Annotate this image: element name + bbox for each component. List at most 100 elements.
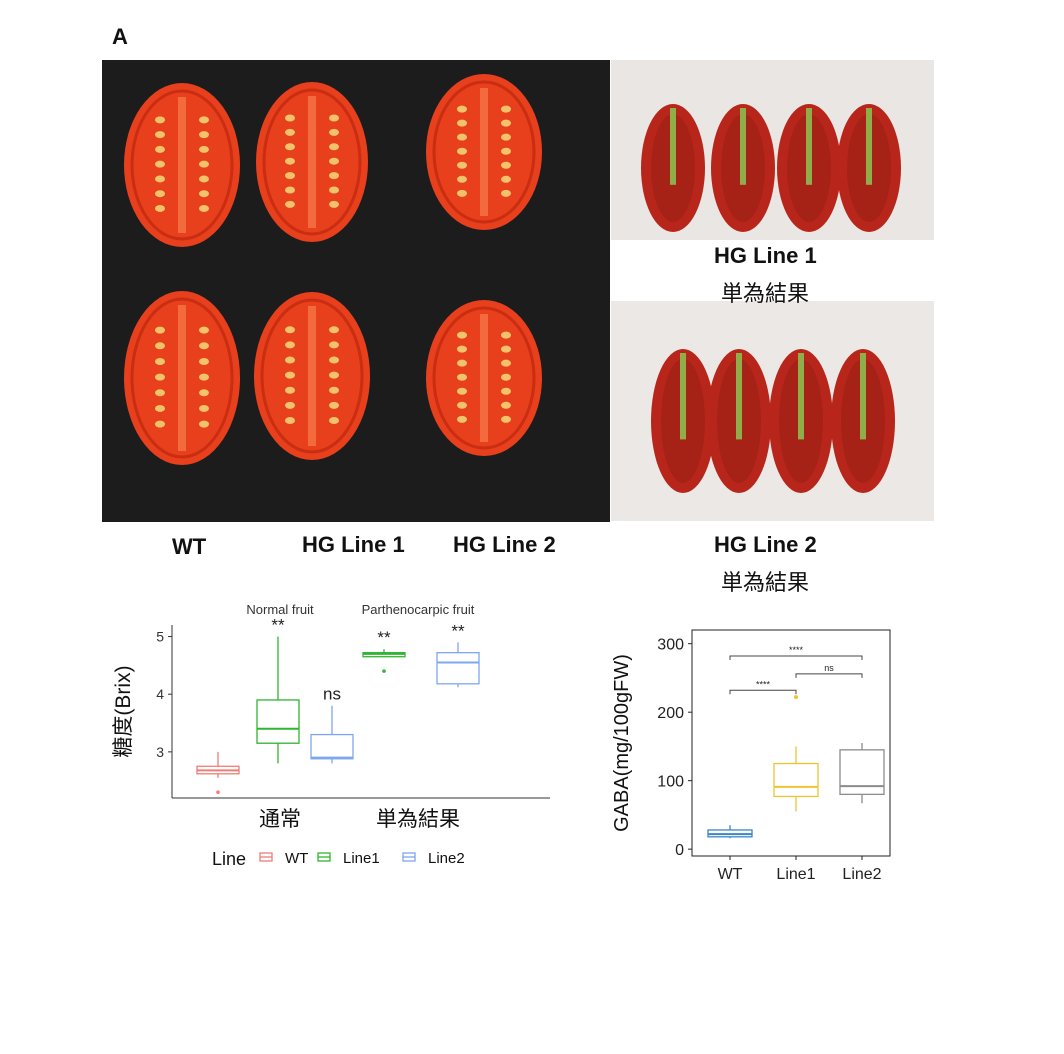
bracket-label: **** xyxy=(756,679,771,689)
tomato-pericarp xyxy=(432,80,536,224)
group-title: Normal fruit xyxy=(246,602,314,617)
x-category-label: WT xyxy=(718,866,743,883)
tomato-core xyxy=(480,314,488,442)
tomato-half xyxy=(124,291,240,465)
tomato-slice xyxy=(641,104,705,232)
box-line1: ** xyxy=(362,628,406,673)
box-body xyxy=(839,749,885,796)
y-tick-label: 4 xyxy=(156,686,164,702)
slice-core xyxy=(670,108,676,185)
parthenocarpic-line1-photo xyxy=(611,60,934,240)
tomato-seed xyxy=(329,128,339,136)
label-right-bottom-title: HG Line 2 xyxy=(714,532,817,557)
tomato-slice xyxy=(711,104,775,232)
tomato-seed xyxy=(199,404,209,412)
box-line2 xyxy=(839,743,885,804)
tomato-seed xyxy=(285,356,295,364)
legend-item: Line1 xyxy=(317,850,380,867)
cut-tomato-illustration xyxy=(124,74,542,465)
outlier-point xyxy=(216,790,220,795)
legend-label: WT xyxy=(285,850,308,867)
tomato-seed xyxy=(199,204,209,212)
y-tick-label: 5 xyxy=(156,629,164,645)
box-line2: ns xyxy=(310,685,354,764)
outlier-point xyxy=(794,695,798,700)
label-right-top-title: HG Line 1 xyxy=(714,243,817,268)
tomato-seed xyxy=(329,341,339,349)
slice-core xyxy=(866,108,872,185)
tomato-seed xyxy=(199,326,209,334)
tomato-seed xyxy=(457,359,467,367)
tomato-seed xyxy=(457,331,467,339)
tomato-seed xyxy=(457,401,467,409)
bracket-label: **** xyxy=(789,645,804,655)
tomato-seed xyxy=(199,420,209,428)
tomato-seed xyxy=(329,172,339,180)
tomato-seed xyxy=(457,387,467,395)
slice-core xyxy=(860,353,866,440)
tomato-seed xyxy=(199,131,209,139)
tomato-seed xyxy=(155,357,165,365)
tomato-seed xyxy=(329,186,339,194)
tomato-slice xyxy=(651,349,715,493)
tomato-pericarp xyxy=(130,297,234,459)
tomato-seed xyxy=(155,131,165,139)
tomato-half xyxy=(426,74,542,230)
tomato-seed xyxy=(457,147,467,155)
comparison-bracket: **** xyxy=(729,679,797,695)
tomato-seed xyxy=(199,145,209,153)
significance-label: ** xyxy=(377,628,391,647)
tomato-seed xyxy=(457,175,467,183)
tomato-seed xyxy=(501,147,511,155)
label-right-top-sub: 単為結果 xyxy=(721,282,810,307)
significance-label: ** xyxy=(271,616,285,635)
tomato-slice xyxy=(837,104,901,232)
tomato-seed xyxy=(155,326,165,334)
tomato-seed xyxy=(457,373,467,381)
tomato-seed xyxy=(285,417,295,425)
tomato-seed xyxy=(199,175,209,183)
bracket-line xyxy=(729,689,797,695)
parthenocarpic-line2-photo xyxy=(611,301,934,521)
y-tick-label: 0 xyxy=(675,842,684,859)
box-body xyxy=(310,733,354,760)
tomato-seed xyxy=(155,404,165,412)
y-tick-label: 3 xyxy=(156,744,164,760)
tomato-seed xyxy=(199,160,209,168)
panel-letter: A xyxy=(112,24,128,46)
comparison-bracket: **** xyxy=(729,645,863,661)
tomato-half xyxy=(256,82,368,242)
tomato-seed xyxy=(285,114,295,122)
tomato-seed xyxy=(329,401,339,409)
label-hg-line2: HG Line 2 xyxy=(453,532,556,557)
tomato-seed xyxy=(285,326,295,334)
box-line2: ** xyxy=(436,621,480,688)
comparison-bracket: ns xyxy=(795,663,863,678)
legend-title: Line xyxy=(212,849,246,869)
tomato-half xyxy=(254,292,370,460)
tomato-seed xyxy=(329,417,339,425)
line2-slices-illustration xyxy=(651,349,895,493)
tomato-seed xyxy=(155,373,165,381)
box-body xyxy=(256,699,300,744)
slice-core xyxy=(680,353,686,440)
tomato-seed xyxy=(501,387,511,395)
tomato-seed xyxy=(457,119,467,127)
tomato-seed xyxy=(285,401,295,409)
y-tick-label: 200 xyxy=(657,705,684,722)
tomato-seed xyxy=(329,143,339,151)
legend-item: WT xyxy=(259,850,308,867)
slice-core xyxy=(740,108,746,185)
x-category-label: Line2 xyxy=(842,866,881,883)
tomato-seed xyxy=(501,401,511,409)
bracket-line xyxy=(729,655,863,661)
slice-core xyxy=(798,353,804,440)
legend-item: Line2 xyxy=(402,850,465,867)
tomato-seed xyxy=(155,145,165,153)
tomato-seed xyxy=(285,143,295,151)
x-category-label: 単為結果 xyxy=(376,808,460,831)
tomato-seed xyxy=(285,157,295,165)
outlier-point xyxy=(382,669,386,673)
slice-core xyxy=(736,353,742,440)
tomato-seed xyxy=(329,114,339,122)
